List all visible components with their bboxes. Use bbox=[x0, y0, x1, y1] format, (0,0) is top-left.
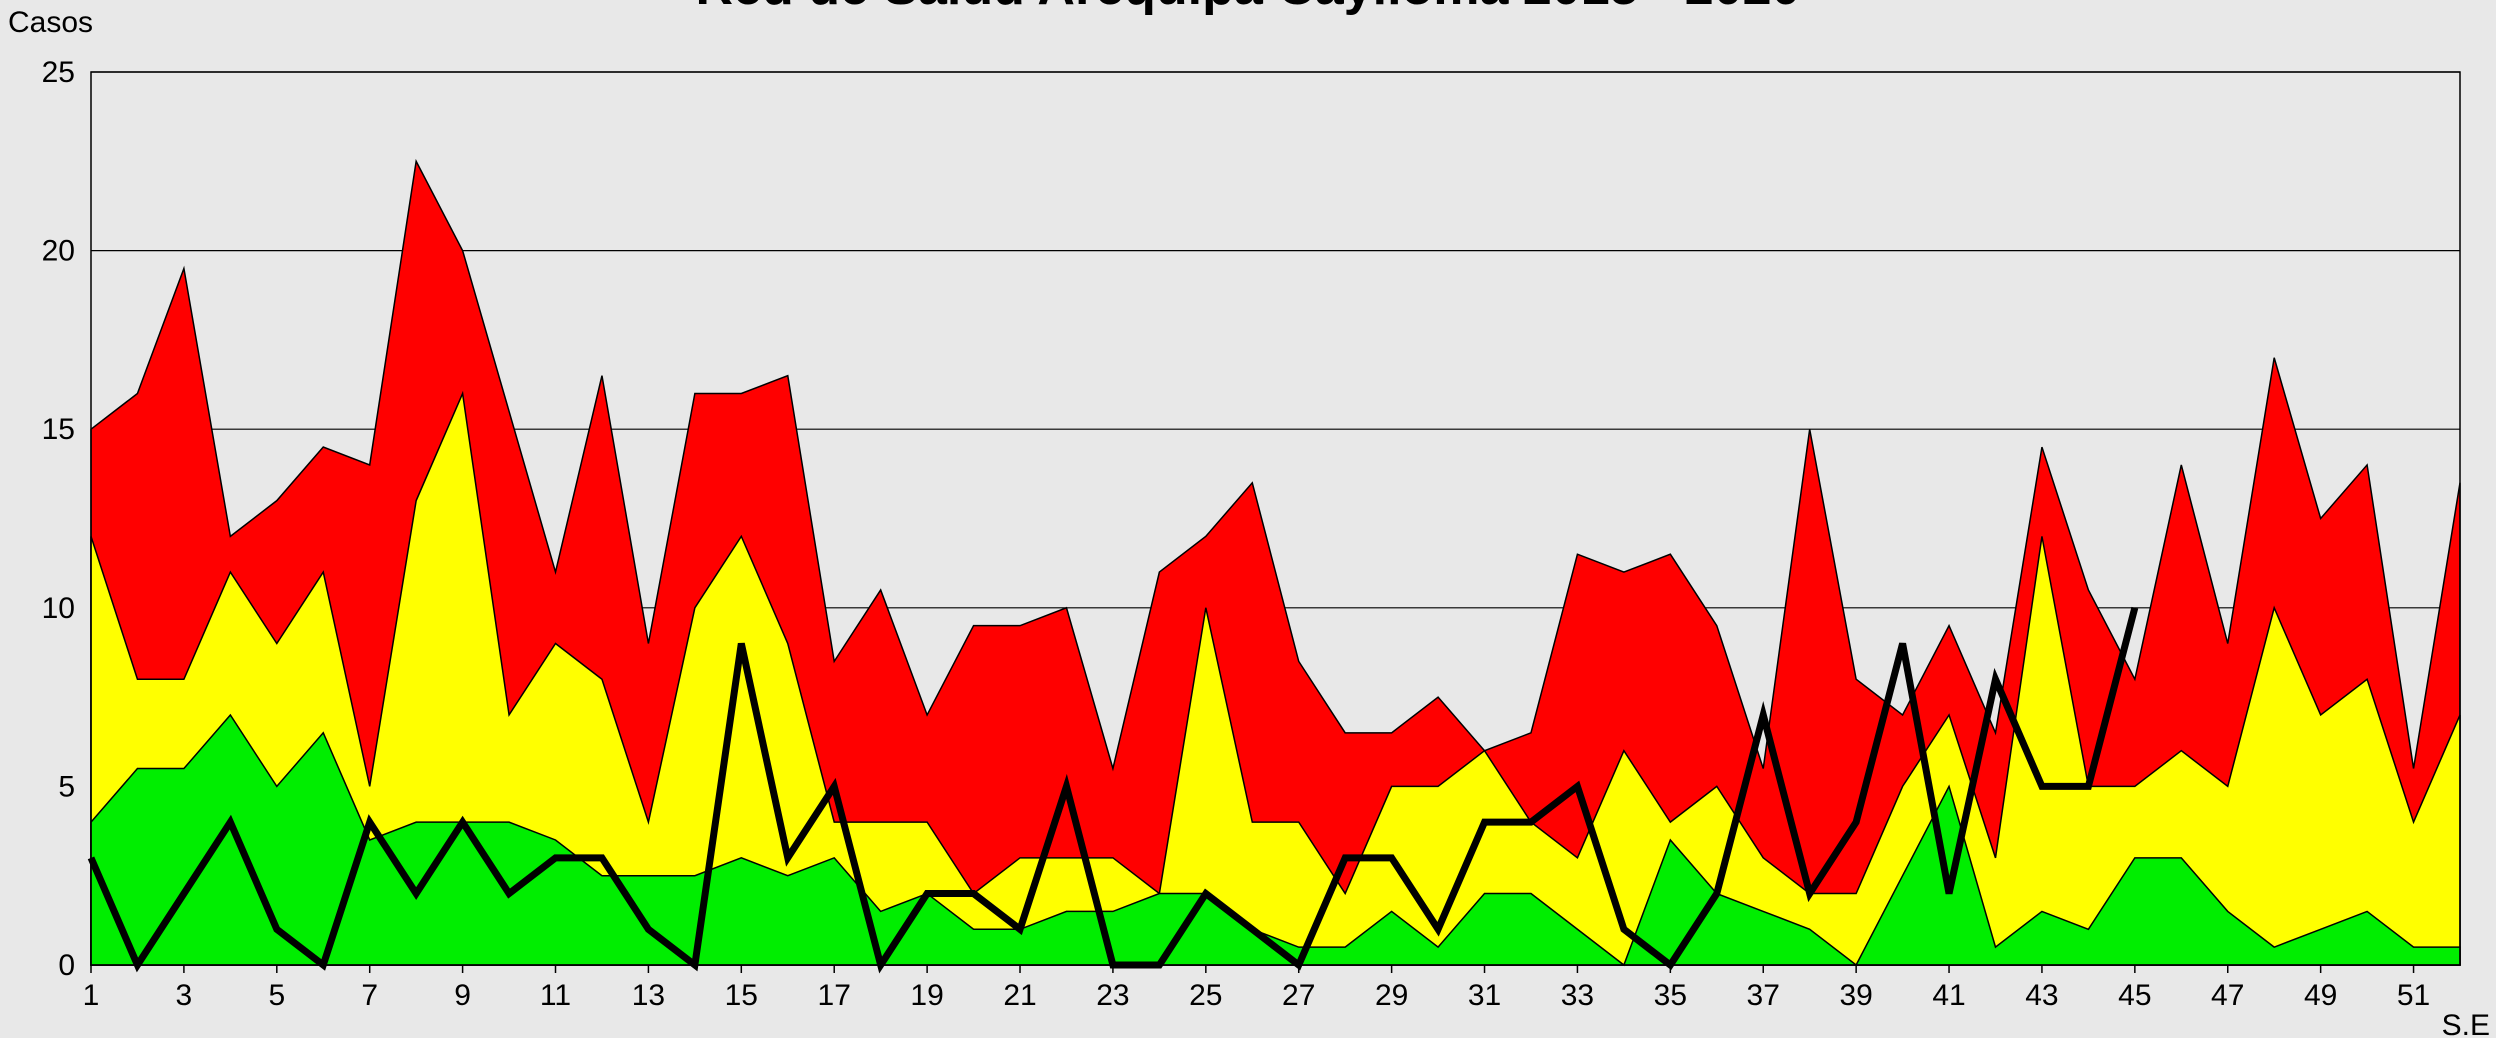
area bbox=[90, 390, 2461, 966]
x-tick-label: 19 bbox=[910, 979, 943, 1012]
x-tick-label: 31 bbox=[1468, 979, 1501, 1012]
x-tick-label: 1 bbox=[83, 979, 100, 1012]
x-axis-label: S.E bbox=[2442, 1009, 2490, 1038]
y-tick-label: 15 bbox=[42, 413, 75, 446]
x-tick-label: 21 bbox=[1003, 979, 1036, 1012]
plot-border bbox=[90, 71, 2461, 966]
x-tick-label: 25 bbox=[1189, 979, 1222, 1012]
y-axis-label: Casos bbox=[8, 6, 93, 39]
y-tick-label: 25 bbox=[42, 56, 75, 89]
y-tick-label: 0 bbox=[58, 949, 75, 982]
x-tick-label: 11 bbox=[540, 979, 571, 1012]
x-tick-label: 9 bbox=[454, 979, 471, 1012]
x-tick-label: 47 bbox=[2211, 979, 2244, 1012]
y-tick-label: 10 bbox=[42, 592, 75, 625]
x-tick-label: 33 bbox=[1561, 979, 1594, 1012]
y-tick-label: 20 bbox=[42, 235, 75, 268]
x-tick-label: 35 bbox=[1654, 979, 1687, 1012]
x-tick-label: 27 bbox=[1282, 979, 1315, 1012]
x-tick-label: 17 bbox=[818, 979, 851, 1012]
x-tick-label: 5 bbox=[268, 979, 285, 1012]
chart-title: Red de Salud Arequipa Caylloma 2015 - 20… bbox=[696, 0, 1801, 16]
x-tick-label: 45 bbox=[2118, 979, 2151, 1012]
x-tick-label: 3 bbox=[176, 979, 193, 1012]
x-tick-label: 39 bbox=[1839, 979, 1872, 1012]
x-tick-label: 7 bbox=[361, 979, 378, 1012]
x-tick-label: 29 bbox=[1375, 979, 1408, 1012]
x-tick-label: 23 bbox=[1096, 979, 1129, 1012]
x-tick-label: 37 bbox=[1747, 979, 1780, 1012]
x-tick-label: 41 bbox=[1932, 979, 1965, 1012]
x-tick-label: 51 bbox=[2397, 979, 2430, 1012]
x-tick-label: 15 bbox=[725, 979, 758, 1012]
x-tick-label: 43 bbox=[2025, 979, 2058, 1012]
y-tick-label: 5 bbox=[58, 770, 75, 803]
x-tick-label: 49 bbox=[2304, 979, 2337, 1012]
x-tick-label: 13 bbox=[632, 979, 665, 1012]
